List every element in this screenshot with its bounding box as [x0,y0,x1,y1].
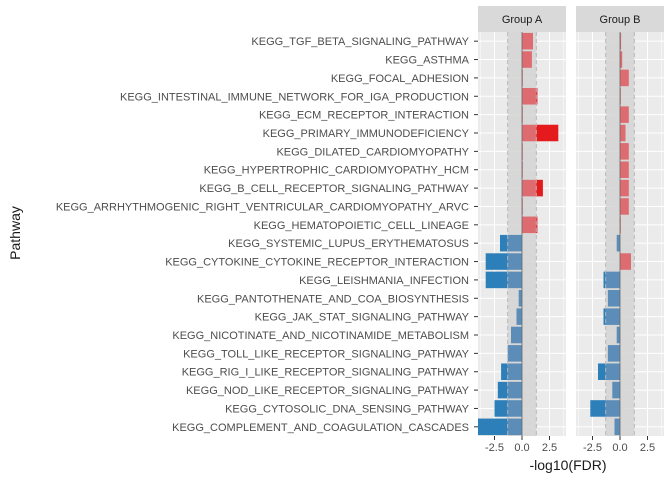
y-tick-label: KEGG_DILATED_CARDIOMYOPATHY [276,146,469,158]
bar [598,363,606,380]
y-tick-label: KEGG_RIG_I_LIKE_RECEPTOR_SIGNALING_PATHW… [182,367,470,379]
x-tick-label: 2.5 [542,442,557,454]
bar [478,418,508,436]
y-tick-label: KEGG_CYTOKINE_CYTOKINE_RECEPTOR_INTERACT… [165,257,469,269]
bar [522,69,523,87]
y-tick-labels: KEGG_TGF_BETA_SIGNALING_PATHWAY KEGG_ASTH… [56,36,478,434]
bar [603,271,606,289]
bar [536,216,538,234]
bar [522,88,537,105]
y-tick-label: KEGG_PRIMARY_IMMUNODEFICIENCY [263,128,470,140]
bar [603,308,606,325]
bar [612,381,620,399]
bar [607,290,620,307]
y-tick-label: KEGG_ASTHMA [385,55,469,67]
y-tick-label: KEGG_NOD_LIKE_RECEPTOR_SIGNALING_PATHWAY [186,385,470,397]
bar [616,326,620,344]
bar [614,418,620,436]
bar [507,345,522,362]
x-axis-title: -log10(FDR) [529,457,606,473]
bar [501,363,508,380]
y-tick-label: KEGG_JAK_STAT_SIGNALING_PATHWAY [255,312,470,324]
y-tick-label: KEGG_FOCAL_ADHESION [331,73,469,85]
facet-strip [576,6,664,32]
bar [485,253,508,270]
y-tick-label: KEGG_CYTOSOLIC_DNA_SENSING_PATHWAY [225,403,470,415]
bar [620,124,626,142]
x-tick-label: 0.0 [514,442,529,454]
bar [616,234,620,252]
bar [620,216,621,234]
y-tick-label: KEGG_TOLL_LIKE_RECEPTOR_SIGNALING_PATHWA… [183,348,470,360]
bar [522,32,533,50]
x-tick-label: -2.5 [583,442,602,454]
bar [605,363,620,380]
y-axis-title: Pathway [7,206,23,260]
bar [536,179,543,197]
bar [507,363,522,380]
bar [507,400,522,417]
y-tick-label: KEGG_NICOTINATE_AND_NICOTINAMIDE_METABOL… [172,330,469,342]
y-tick-label: KEGG_ARRHYTHMOGENIC_RIGHT_VENTRICULAR_CA… [56,201,469,213]
bar [590,400,606,417]
bar [507,418,522,436]
bar [494,400,508,417]
bar [620,179,629,197]
bar [522,216,537,234]
bar [536,88,538,105]
y-tick-label: KEGG_B_CELL_RECEPTOR_SIGNALING_PATHWAY [199,183,469,195]
facet-strip [478,6,566,32]
y-tick-label: KEGG_INTESTINAL_IMMUNE_NETWORK_FOR_IGA_P… [120,91,469,103]
x-tick-label: 2.5 [640,442,655,454]
bar [518,290,522,307]
bar [516,308,522,325]
bar [607,345,620,362]
bar [507,271,522,289]
bar [497,381,508,399]
bar [522,106,523,123]
bar [620,69,629,87]
bar [507,253,522,270]
bar [620,51,623,68]
facet-panel: Group A -2.5 0.0 2.5 [478,6,566,454]
bar [620,198,629,215]
x-tick-label: -2.5 [485,442,504,454]
bar [485,271,508,289]
x-tick-label: 0.0 [612,442,627,454]
bar [522,51,532,68]
bar [620,161,629,178]
facet-panel: Group B -2.5 0.0 2.5 [576,6,664,454]
y-tick-label: KEGG_PANTOTHENATE_AND_COA_BIOSYNTHESIS [197,293,469,305]
bar [605,308,620,325]
y-tick-label: KEGG_COMPLEMENT_AND_COAGULATION_CASCADES [172,422,469,434]
facet-panels: Group A -2.5 0.0 2.5 Group B -2.5 0.0 2.5 [478,6,664,454]
bar [500,234,508,252]
bar [620,88,621,105]
y-tick-label: KEGG_HYPERTROPHIC_CARDIOMYOPATHY_HCM [204,165,469,177]
y-tick-label: KEGG_SYSTEMIC_LUPUS_ERYTHEMATOSUS [228,238,469,250]
bar [522,161,523,178]
bar [620,253,631,270]
y-tick-label: KEGG_LEISHMANIA_INFECTION [299,275,469,287]
bar [522,198,523,215]
bar [620,32,622,50]
bar [620,106,629,123]
bar [620,143,629,160]
bar [522,179,537,197]
bar [605,400,620,417]
bar [536,124,559,142]
y-tick-label: KEGG_ECM_RECEPTOR_INTERACTION [259,110,469,122]
bar [507,234,522,252]
bar [605,271,620,289]
bar [522,124,537,142]
facet-strip-label: Group B [600,14,641,26]
facet-strip-label: Group A [502,14,543,26]
bar [511,326,522,344]
bar [507,381,522,399]
y-tick-label: KEGG_TGF_BETA_SIGNALING_PATHWAY [251,36,469,48]
y-tick-label: KEGG_HEMATOPOIETIC_CELL_LINEAGE [254,220,469,232]
bar [522,143,523,160]
